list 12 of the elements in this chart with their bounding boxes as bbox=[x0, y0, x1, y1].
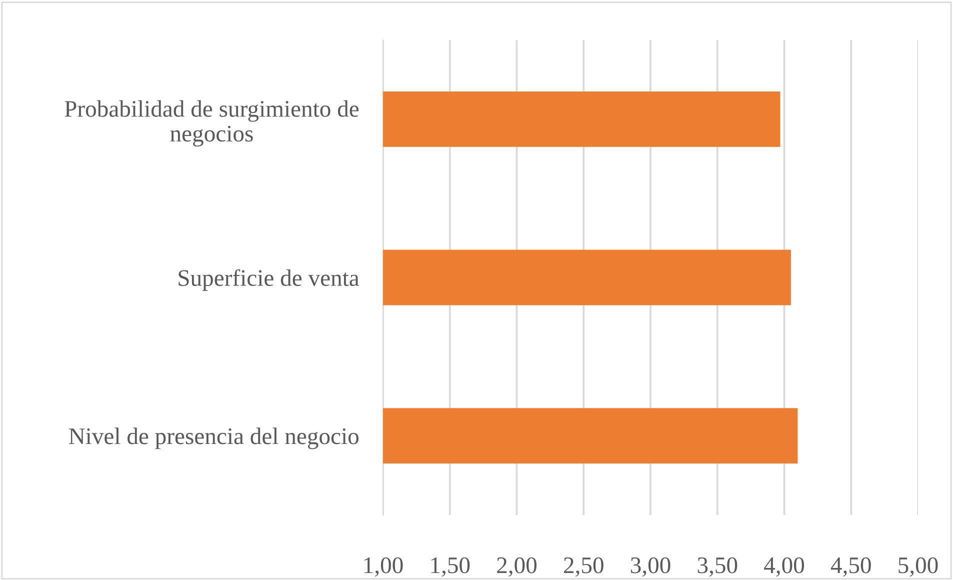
y-tick-label: Probabilidad de surgimiento de negocios bbox=[64, 100, 359, 147]
y-tick-label: Nivel de presencia del negocio bbox=[68, 428, 358, 450]
x-tick-label: 2,50 bbox=[564, 557, 604, 577]
x-tick-label: 3,50 bbox=[698, 557, 738, 577]
x-tick-label: 1,00 bbox=[364, 557, 403, 577]
y-tick-label: Superficie de venta bbox=[178, 269, 360, 291]
x-tick-label: 1,50 bbox=[431, 557, 470, 577]
x-tick-label: 5,00 bbox=[898, 557, 938, 577]
x-tick-label: 4,00 bbox=[764, 557, 804, 577]
x-tick-label: 4,50 bbox=[830, 557, 871, 577]
x-tick-label: 3,00 bbox=[630, 557, 670, 577]
x-tick-label: 2,00 bbox=[497, 557, 537, 577]
